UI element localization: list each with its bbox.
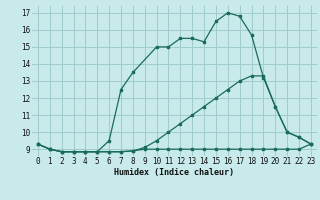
X-axis label: Humidex (Indice chaleur): Humidex (Indice chaleur) bbox=[115, 168, 234, 177]
